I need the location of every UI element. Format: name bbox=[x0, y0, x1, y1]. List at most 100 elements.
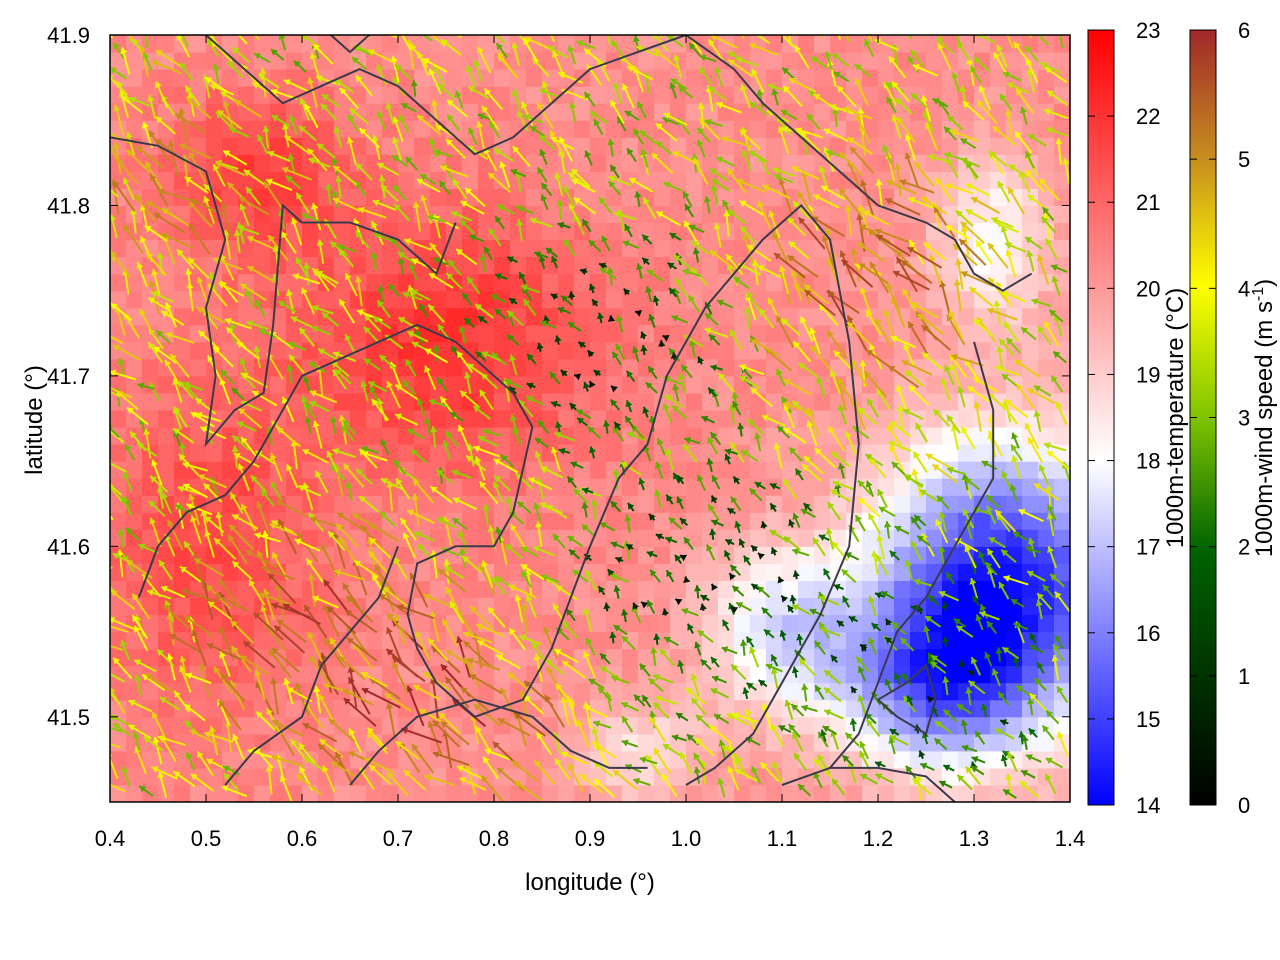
heatmap-cell bbox=[174, 341, 191, 360]
heatmap-cell bbox=[366, 171, 383, 189]
heatmap-cell bbox=[894, 137, 911, 155]
heatmap-cell bbox=[318, 461, 335, 479]
heatmap-cell bbox=[782, 358, 799, 377]
heatmap-cell bbox=[894, 699, 911, 718]
heatmap-cell bbox=[254, 307, 271, 326]
heatmap-cell bbox=[254, 103, 271, 121]
wind-arrow bbox=[255, 710, 276, 731]
heatmap-cell bbox=[126, 495, 143, 513]
heatmap-cell bbox=[590, 631, 607, 650]
heatmap-cell bbox=[494, 358, 511, 377]
heatmap-cell bbox=[718, 580, 735, 598]
heatmap-cell bbox=[526, 631, 543, 650]
heatmap-cell bbox=[718, 86, 735, 104]
heatmap-cell bbox=[894, 512, 911, 530]
heatmap-cell bbox=[638, 324, 655, 343]
heatmap-cell bbox=[686, 52, 703, 70]
wind-arrow bbox=[222, 100, 235, 133]
wind-arrow bbox=[237, 225, 260, 236]
heatmap-cell bbox=[1038, 750, 1055, 769]
heatmap-cell bbox=[606, 222, 623, 241]
heatmap-cell bbox=[734, 750, 751, 769]
x-tick-label: 0.4 bbox=[95, 826, 126, 851]
heatmap-cell bbox=[686, 597, 703, 616]
wind-arrow bbox=[219, 369, 235, 384]
wind-arrow bbox=[243, 169, 265, 186]
heatmap-cell bbox=[990, 273, 1007, 292]
heatmap-cell bbox=[830, 682, 847, 701]
heatmap-cell bbox=[622, 273, 639, 292]
heatmap-cell bbox=[718, 307, 735, 326]
heatmap-cell bbox=[574, 529, 591, 547]
heatmap-cell bbox=[638, 597, 655, 616]
heatmap-cell bbox=[110, 512, 127, 530]
heatmap-cell bbox=[638, 86, 655, 104]
wind-arrow bbox=[148, 500, 166, 517]
heatmap-cell bbox=[574, 682, 591, 701]
heatmap-cell bbox=[1022, 256, 1039, 275]
heatmap-cell bbox=[702, 410, 719, 428]
heatmap-cell bbox=[590, 546, 607, 564]
wind-arrow bbox=[139, 308, 155, 337]
heatmap-cell bbox=[750, 188, 767, 206]
heatmap-cell bbox=[638, 103, 655, 121]
heatmap-cell bbox=[702, 103, 719, 121]
wind-arrow bbox=[228, 524, 254, 550]
heatmap-cell bbox=[190, 648, 207, 667]
wind-arrow bbox=[147, 341, 164, 364]
wind-arrow bbox=[190, 773, 215, 792]
heatmap-cell bbox=[334, 427, 351, 445]
heatmap-cell bbox=[686, 580, 703, 598]
heatmap-cell bbox=[446, 785, 463, 802]
heatmap-cell bbox=[894, 750, 911, 769]
heatmap-cell bbox=[590, 341, 607, 360]
heatmap-cell bbox=[382, 495, 399, 513]
wind-arrow bbox=[253, 52, 271, 64]
wind-arrow bbox=[160, 585, 186, 599]
heatmap-cell bbox=[1006, 512, 1023, 530]
heatmap-cell bbox=[174, 733, 191, 752]
heatmap-cell bbox=[606, 375, 623, 394]
heatmap-cell bbox=[494, 785, 511, 802]
heatmap-cell bbox=[846, 648, 863, 667]
x-tick-label: 0.8 bbox=[479, 826, 510, 851]
wind-arrow bbox=[250, 474, 267, 492]
y-tick-label: 41.7 bbox=[47, 364, 90, 389]
heatmap-cell bbox=[1006, 307, 1023, 326]
heatmap-cell bbox=[1006, 171, 1023, 189]
heatmap-cell bbox=[382, 290, 399, 309]
heatmap-cell bbox=[958, 86, 975, 104]
heatmap-cell bbox=[734, 35, 751, 53]
heatmap-cell bbox=[270, 375, 287, 394]
heatmap-cell bbox=[1022, 137, 1039, 155]
heatmap-cell bbox=[622, 699, 639, 718]
heatmap-cell bbox=[846, 154, 863, 172]
heatmap-cell bbox=[366, 120, 383, 138]
heatmap-cell bbox=[654, 580, 671, 598]
heatmap-cell bbox=[1006, 580, 1023, 598]
heatmap-cell bbox=[606, 427, 623, 445]
heatmap-cell bbox=[542, 529, 559, 547]
wind-arrow bbox=[149, 517, 162, 547]
heatmap-cell bbox=[574, 461, 591, 479]
heatmap-cell bbox=[302, 682, 319, 701]
wind-arrow bbox=[271, 114, 291, 127]
heatmap-cell bbox=[302, 529, 319, 547]
heatmap-cell bbox=[558, 239, 575, 258]
heatmap-cell bbox=[302, 665, 319, 684]
heatmap-cell bbox=[462, 410, 479, 428]
wind-arrow bbox=[212, 257, 243, 271]
heatmap-cell bbox=[926, 750, 943, 769]
heatmap-cell bbox=[382, 120, 399, 138]
heatmap-cell bbox=[1054, 563, 1070, 581]
heatmap-cell bbox=[974, 154, 991, 172]
heatmap-cell bbox=[942, 256, 959, 275]
heatmap-cell bbox=[542, 103, 559, 121]
heatmap-cell bbox=[686, 529, 703, 547]
wind-arrow bbox=[191, 629, 207, 666]
heatmap-cell bbox=[494, 392, 511, 411]
heatmap-cell bbox=[814, 495, 831, 513]
heatmap-cell bbox=[446, 546, 463, 564]
heatmap-cell bbox=[558, 785, 575, 802]
heatmap-cell bbox=[382, 239, 399, 258]
